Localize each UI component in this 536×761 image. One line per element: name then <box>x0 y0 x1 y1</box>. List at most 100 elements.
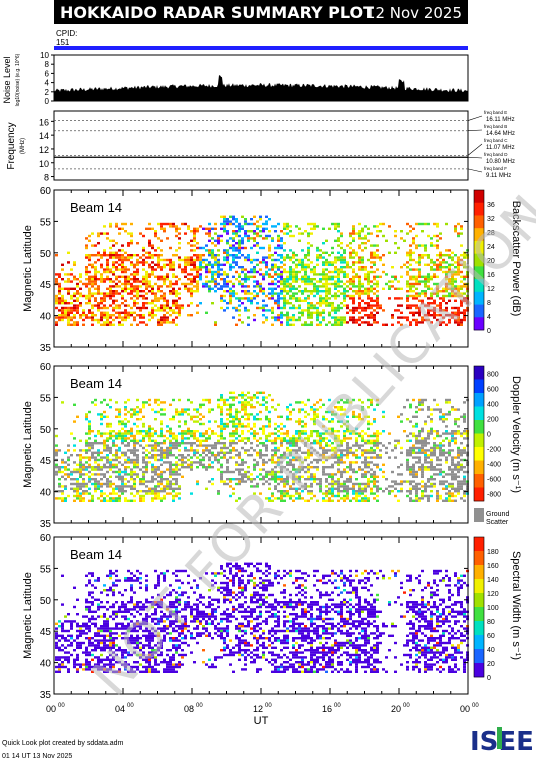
data-cell <box>394 234 397 238</box>
data-cell <box>400 487 403 490</box>
data-cell <box>88 446 91 450</box>
data-cell <box>424 246 427 250</box>
data-cell <box>232 398 235 402</box>
data-cell <box>112 430 115 433</box>
data-cell <box>268 499 271 502</box>
data-cell <box>112 239 115 242</box>
data-cell <box>169 266 172 269</box>
data-cell <box>208 410 211 414</box>
data-cell <box>142 446 145 450</box>
data-cell <box>196 439 199 442</box>
data-cell <box>196 246 199 250</box>
data-cell <box>319 256 322 259</box>
data-cell <box>340 256 343 259</box>
data-cell <box>244 278 247 281</box>
data-cell <box>361 408 364 411</box>
data-cell <box>343 251 346 254</box>
data-cell <box>232 275 235 278</box>
data-cell <box>316 225 319 228</box>
data-cell <box>208 222 211 226</box>
data-cell <box>223 482 226 486</box>
data-cell <box>319 321 322 324</box>
data-cell <box>328 432 331 435</box>
data-cell <box>418 244 421 247</box>
data-cell <box>241 290 244 293</box>
data-cell <box>184 282 187 286</box>
data-cell <box>217 263 220 266</box>
data-cell <box>301 485 304 488</box>
data-cell <box>166 222 169 226</box>
data-cell <box>91 444 94 447</box>
data-cell <box>220 299 223 302</box>
data-cell <box>130 232 133 235</box>
colorbar-tick-label: 36 <box>487 202 495 209</box>
data-cell <box>229 266 232 269</box>
data-cell <box>463 299 466 302</box>
data-cell <box>196 449 199 452</box>
data-cell <box>313 304 316 307</box>
data-cell <box>184 420 187 423</box>
data-cell <box>259 437 262 440</box>
data-cell <box>241 239 244 242</box>
data-cell <box>169 258 172 262</box>
data-cell <box>187 282 190 286</box>
data-cell <box>448 454 451 457</box>
data-cell <box>88 442 91 445</box>
data-cell <box>115 458 118 462</box>
data-cell <box>196 273 199 276</box>
data-cell <box>163 282 166 286</box>
data-cell <box>451 434 454 438</box>
data-cell <box>67 278 70 281</box>
data-cell <box>406 468 409 471</box>
data-cell <box>163 434 166 438</box>
data-cell <box>121 434 124 438</box>
data-cell <box>265 401 268 404</box>
data-cell <box>445 314 448 317</box>
data-cell <box>88 278 91 281</box>
data-cell <box>166 446 169 450</box>
data-cell <box>118 311 121 314</box>
data-cell <box>427 456 430 459</box>
data-cell <box>376 249 379 252</box>
data-cell <box>337 463 340 466</box>
data-cell <box>259 478 262 481</box>
data-cell <box>115 256 118 259</box>
data-cell <box>73 292 76 295</box>
data-cell <box>346 280 349 283</box>
data-cell <box>151 466 154 469</box>
data-cell <box>289 470 292 474</box>
data-cell <box>454 306 457 310</box>
data-cell <box>442 297 445 300</box>
data-cell <box>271 287 274 290</box>
data-cell <box>241 415 244 418</box>
data-cell <box>358 482 361 486</box>
data-cell <box>355 478 358 481</box>
data-cell <box>202 258 205 262</box>
data-cell <box>118 413 121 416</box>
data-cell <box>106 311 109 314</box>
data-cell <box>370 475 373 478</box>
data-cell <box>145 466 148 469</box>
data-cell <box>88 422 91 426</box>
data-cell <box>124 418 127 421</box>
data-cell <box>373 442 376 445</box>
data-cell <box>439 480 442 483</box>
data-cell <box>88 432 91 435</box>
data-cell <box>325 430 328 433</box>
data-cell <box>190 302 193 305</box>
data-cell <box>418 222 421 226</box>
data-cell <box>214 258 217 262</box>
data-cell <box>322 270 325 274</box>
data-cell <box>112 442 115 445</box>
data-cell <box>166 451 169 454</box>
data-cell <box>301 249 304 252</box>
data-cell <box>445 287 448 290</box>
data-cell <box>280 292 283 295</box>
data-cell <box>271 473 274 476</box>
data-cell <box>439 470 442 474</box>
data-cell <box>109 422 112 426</box>
data-cell <box>67 261 70 264</box>
data-cell <box>313 403 316 406</box>
data-cell <box>373 418 376 421</box>
data-cell <box>88 287 91 290</box>
